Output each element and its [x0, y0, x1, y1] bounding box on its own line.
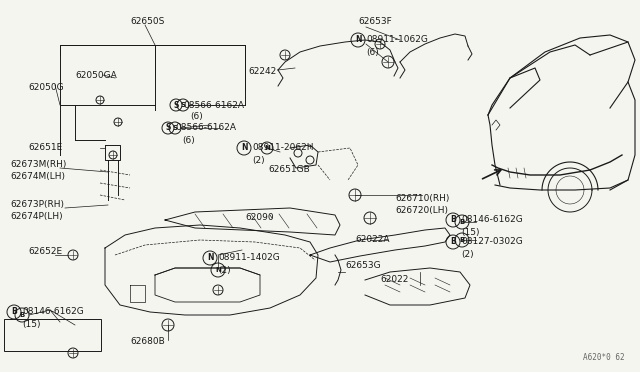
Text: 62652E: 62652E	[28, 247, 62, 257]
Text: A620*0 62: A620*0 62	[584, 353, 625, 362]
Text: S: S	[173, 100, 179, 109]
Text: 62674M(LH): 62674M(LH)	[10, 173, 65, 182]
Text: 62050G: 62050G	[28, 83, 63, 93]
Text: 62650S: 62650S	[130, 17, 164, 26]
Text: 62653G: 62653G	[345, 260, 381, 269]
Text: B: B	[450, 237, 456, 247]
Text: B: B	[460, 237, 465, 243]
Text: (2): (2)	[461, 250, 474, 259]
Text: N: N	[207, 253, 213, 263]
Text: 62651E: 62651E	[28, 144, 62, 153]
Text: (6): (6)	[190, 112, 203, 122]
Text: B: B	[450, 215, 456, 224]
Text: 62022: 62022	[380, 276, 408, 285]
Text: 08566-6162A: 08566-6162A	[175, 124, 236, 132]
Text: 08146-6162G: 08146-6162G	[22, 308, 84, 317]
Text: B: B	[460, 219, 465, 225]
Text: 62651GB: 62651GB	[268, 166, 310, 174]
Text: 08911-1402G: 08911-1402G	[218, 253, 280, 263]
Text: B: B	[11, 308, 17, 317]
Text: 08566-6162A: 08566-6162A	[183, 100, 244, 109]
Text: N: N	[264, 145, 270, 151]
Text: 08911-2062H: 08911-2062H	[252, 144, 314, 153]
Text: 08146-6162G: 08146-6162G	[461, 215, 523, 224]
Text: (6): (6)	[182, 135, 195, 144]
Text: 626720(LH): 626720(LH)	[395, 205, 448, 215]
Text: (2): (2)	[252, 155, 264, 164]
Text: B: B	[19, 312, 24, 318]
Text: S: S	[180, 102, 186, 108]
Text: (15): (15)	[461, 228, 479, 237]
Text: 62653F: 62653F	[358, 17, 392, 26]
Text: 08911-1062G: 08911-1062G	[366, 35, 428, 45]
Text: N: N	[241, 144, 247, 153]
Text: N: N	[355, 35, 361, 45]
Text: (15): (15)	[22, 321, 40, 330]
Text: 62680B: 62680B	[130, 337, 164, 346]
Text: 62090: 62090	[245, 214, 274, 222]
Text: 62050GA: 62050GA	[75, 71, 116, 80]
Text: 62673M(RH): 62673M(RH)	[10, 160, 67, 170]
Text: N: N	[215, 267, 221, 273]
Text: S: S	[173, 125, 177, 131]
Text: 08127-0302G: 08127-0302G	[461, 237, 523, 247]
Text: (6): (6)	[366, 48, 379, 57]
Text: (2): (2)	[218, 266, 230, 275]
Text: 626710(RH): 626710(RH)	[395, 193, 449, 202]
Text: 62242: 62242	[248, 67, 276, 77]
Text: 62673P(RH): 62673P(RH)	[10, 201, 64, 209]
Text: 62674P(LH): 62674P(LH)	[10, 212, 63, 221]
Text: S: S	[165, 124, 171, 132]
Text: 62022A: 62022A	[355, 235, 390, 244]
